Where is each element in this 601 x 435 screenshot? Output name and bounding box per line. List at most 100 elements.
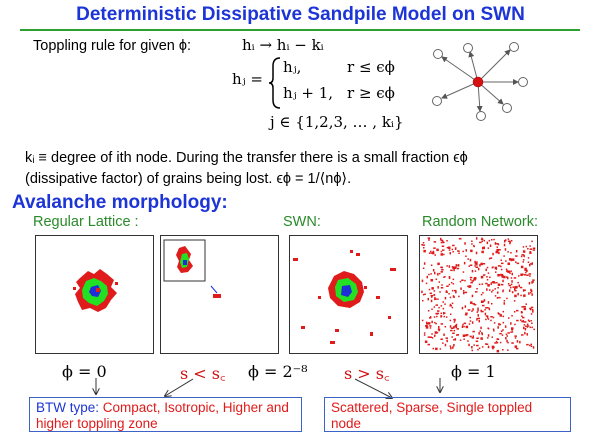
- toppled-node-dot: [471, 310, 473, 312]
- toppled-node-dot: [530, 320, 532, 322]
- toppled-node-dot: [436, 315, 438, 318]
- toppled-node-dot: [454, 247, 457, 250]
- toppled-node-dot: [523, 274, 527, 276]
- toppled-node-dot: [442, 312, 445, 315]
- toppled-node-dot: [507, 240, 511, 242]
- toppled-node-dot: [435, 322, 437, 325]
- toppled-node-dot: [439, 291, 441, 293]
- toppled-node-dot: [501, 262, 504, 265]
- toppled-node-dot: [461, 306, 464, 310]
- toppled-node-dot: [460, 287, 462, 290]
- toppled-node-dot: [448, 246, 451, 249]
- toppled-node-dot: [433, 335, 436, 337]
- toppled-node-dot: [491, 336, 493, 338]
- toppled-node-dot: [457, 334, 459, 336]
- toppled-node-dot: [532, 310, 534, 313]
- toppled-node-dot: [440, 266, 443, 269]
- toppled-node-dot: [424, 340, 428, 343]
- toppled-node-dot: [474, 260, 476, 264]
- scattered-type-box: Scattered, Sparse, Single toppled node: [324, 397, 571, 432]
- condition-less-label: s < s꜀: [180, 364, 226, 383]
- toppled-node-dot: [494, 342, 497, 344]
- toppled-node-dot: [516, 340, 519, 343]
- toppled-node-dot: [477, 348, 479, 351]
- section-title: Avalanche morphology:: [12, 192, 228, 213]
- toppled-node-dot: [503, 275, 506, 279]
- toppled-node-dot: [465, 249, 467, 252]
- toppled-node-dot: [532, 346, 535, 349]
- toppled-node-dot: [514, 289, 517, 292]
- toppled-node-dot: [513, 311, 516, 313]
- toppled-node-dot: [452, 283, 455, 285]
- toppled-node-dot: [507, 238, 510, 240]
- toppled-node-dot: [472, 308, 474, 311]
- toppled-node-dot: [509, 258, 512, 261]
- toppled-node-dot: [497, 243, 500, 246]
- toppled-node-dot: [453, 318, 455, 321]
- toppled-node-dot: [440, 287, 444, 289]
- toppled-node-dot: [478, 332, 480, 335]
- toppled-node-dot: [449, 345, 452, 347]
- toppled-node-dot: [529, 344, 531, 347]
- toppled-node-dot: [511, 342, 514, 344]
- toppled-node-dot: [530, 288, 532, 292]
- toppled-node-dot: [458, 238, 462, 240]
- toppled-node-dot: [421, 319, 424, 322]
- toppled-node-dot: [516, 319, 519, 322]
- toppled-node-dot: [470, 249, 473, 253]
- toppled-node-dot: [446, 265, 448, 267]
- toppled-node-dot: [428, 288, 431, 291]
- toppled-node-dot: [434, 271, 436, 275]
- toppled-node-dot: [440, 323, 444, 325]
- toppled-node-dot: [512, 286, 514, 288]
- toppled-node-dot: [515, 261, 517, 263]
- toppled-node-dot: [471, 280, 474, 282]
- toppled-node-dot: [486, 279, 489, 281]
- toppled-node-dot: [528, 282, 531, 285]
- toppled-node-dot: [520, 319, 522, 321]
- toppled-node-dot: [517, 292, 519, 296]
- toppled-node-dot: [497, 313, 501, 315]
- toppled-node-dot: [488, 257, 491, 260]
- toppled-node-dot: [430, 264, 433, 266]
- toppled-node-dot: [498, 249, 501, 251]
- toppled-node-dot: [494, 266, 498, 270]
- neighbor-node: [476, 111, 486, 121]
- toppled-node-dot: [506, 297, 508, 300]
- toppled-node-dot: [515, 250, 518, 253]
- toppled-node-dot: [464, 279, 466, 282]
- toppled-node-dot: [464, 305, 467, 308]
- toppled-node-dot: [487, 345, 490, 349]
- toppled-node-dot: [522, 246, 525, 248]
- toppled-node-dot: [526, 343, 529, 346]
- toppled-node-dot: [523, 326, 525, 330]
- toppled-node-dot: [450, 329, 453, 332]
- toppled-node-dot: [423, 334, 426, 336]
- toppled-node-dot: [431, 333, 433, 335]
- toppled-node-dot: [508, 270, 511, 273]
- toppled-node-dot: [498, 323, 500, 326]
- toppled-node-dot: [450, 327, 454, 329]
- toppled-node-dot: [471, 337, 475, 339]
- toppled-node-dot: [446, 339, 448, 343]
- toppled-node-dot: [477, 314, 479, 317]
- toppled-node-dot: [476, 318, 478, 321]
- toppled-node-dot: [515, 347, 519, 350]
- toppled-node-dot: [437, 310, 440, 312]
- toppled-node-dot: [512, 291, 514, 294]
- toppled-node-dot: [531, 309, 534, 311]
- toppled-node-dot: [467, 340, 469, 342]
- toppled-node-dot: [477, 267, 480, 271]
- toppled-node-dot: [448, 293, 450, 295]
- toppled-node-dot: [493, 322, 496, 324]
- toppled-node-dot: [520, 255, 523, 258]
- toppled-node-dot: [529, 326, 531, 329]
- toppled-node-dot: [507, 251, 509, 253]
- toppled-node-dot: [486, 241, 489, 245]
- toppled-node-dot: [497, 296, 499, 299]
- toppled-node-dot: [484, 312, 487, 316]
- toppled-node-dot: [451, 306, 454, 309]
- toppled-node-dot: [444, 276, 446, 278]
- toppled-node-dot: [527, 319, 530, 321]
- toppled-node-dot: [511, 258, 515, 261]
